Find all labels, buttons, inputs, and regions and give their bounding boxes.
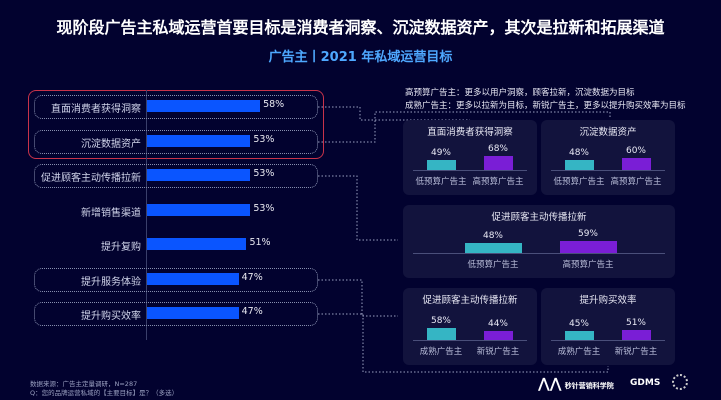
category-label: 新增销售渠道	[81, 207, 141, 219]
mini-bar-category: 高预算广告主	[562, 260, 614, 270]
footer: 数据来源：广告主定量调研，N=287 Q：您的品牌运营私域的【主要目标】是？（多…	[30, 380, 178, 398]
mini-bar	[621, 329, 651, 340]
mini-bar-category: 低预算广告主	[415, 177, 467, 187]
mini-bar	[483, 156, 513, 170]
mini-chart-panel: 促进顾客主动传播拉新 48% 低预算广告主 59% 高预算广告主	[403, 205, 675, 278]
baseline	[413, 253, 665, 254]
mini-bar-category: 高预算广告主	[472, 177, 524, 187]
highlight-box	[28, 90, 324, 159]
mini-chart-panel: 提升购买效率 45% 成熟广告主 51% 新锐广告主	[541, 288, 675, 365]
category-label: 提升服务体验	[81, 276, 141, 288]
mini-bar-category: 低预算广告主	[467, 260, 519, 270]
category-label: 直面消费者获得洞察	[51, 104, 141, 115]
baseline	[551, 170, 665, 171]
bar	[147, 134, 251, 147]
bar-row: 直面消费者获得洞察 58%	[0, 95, 721, 119]
bar-row: 提升购买效率 47%	[0, 302, 721, 326]
mini-bar-value: 51%	[625, 317, 646, 328]
bar-row: 沉淀数据资产 53%	[0, 130, 721, 154]
mini-bar-value: 44%	[487, 319, 508, 330]
bar-value-label: 58%	[263, 99, 285, 110]
mini-bar-value: 48%	[568, 148, 589, 159]
category-outline	[34, 267, 318, 292]
category-outline	[34, 302, 318, 326]
category-outline	[34, 164, 318, 188]
mini-chart-title: 促进顾客主动传播拉新	[422, 295, 518, 306]
bar	[147, 238, 247, 250]
category-outline	[34, 95, 318, 119]
mini-bar-value: 49%	[430, 148, 451, 159]
mini-bar-value: 59%	[577, 229, 598, 240]
mini-bar	[621, 158, 651, 170]
bar	[147, 272, 239, 285]
gdms-logo: GDMS	[630, 378, 661, 388]
mini-bar-value: 45%	[568, 319, 589, 329]
mini-bar-category: 新锐广告主	[614, 347, 658, 357]
mini-bar-value: 48%	[482, 231, 503, 242]
survey-question: Q：您的品牌运营私域的【主要目标】是？（多选）	[30, 389, 179, 397]
mini-bar-value: 68%	[487, 144, 508, 155]
chart-axis	[146, 90, 147, 340]
mini-bar	[564, 331, 594, 340]
bar	[147, 169, 251, 181]
mini-chart-title: 提升购买效率	[579, 295, 637, 306]
mini-chart-title: 促进顾客主动传播拉新	[491, 212, 587, 223]
mini-bar	[464, 243, 522, 253]
miaozhen-logo: ⋀⋀ 秒针营销科学院	[538, 376, 614, 392]
mini-chart-panel: 沉淀数据资产 48% 低预算广告主 60% 高预算广告主	[541, 120, 675, 195]
seal-logo	[672, 374, 688, 390]
baseline	[413, 340, 527, 341]
mini-bar	[564, 160, 594, 170]
bar-value-label: 53%	[253, 168, 275, 179]
mini-bar-category: 新锐广告主	[476, 347, 520, 357]
mini-bar	[559, 241, 617, 253]
note-high-budget: 高预算广告主：更多以用户洞察，顾客拉新，沉淀数据为目标	[405, 88, 635, 98]
mini-bar	[426, 328, 456, 340]
mini-chart-title: 沉淀数据资产	[579, 127, 637, 138]
bar-row: 提升复购 51%	[0, 233, 721, 257]
bar-value-label: 51%	[249, 237, 271, 248]
bar	[147, 203, 251, 216]
category-label: 沉淀数据资产	[81, 138, 141, 150]
mini-bar-value: 58%	[430, 316, 451, 327]
mini-bar-category: 高预算广告主	[610, 177, 662, 187]
category-label: 提升购买效率	[81, 311, 141, 322]
logo-icon: ⋀⋀	[538, 376, 562, 392]
mini-bar-category: 成熟广告主	[419, 347, 463, 357]
mini-bar	[426, 160, 456, 170]
category-label: 促进顾客主动传播拉新	[41, 173, 141, 184]
bar-value-label: 47%	[241, 271, 263, 283]
mini-chart-title: 直面消费者获得洞察	[427, 127, 513, 138]
bar-value-label: 47%	[241, 306, 263, 317]
mini-chart-panel: 直面消费者获得洞察 49% 低预算广告主 68% 高预算广告主	[403, 120, 537, 195]
mini-bar	[483, 331, 513, 340]
baseline	[413, 170, 527, 171]
mini-bar-value: 60%	[625, 146, 646, 156]
bar	[147, 100, 261, 112]
chart-subtitle: 广告主丨2021 年私域运营目标	[268, 50, 453, 65]
note-mature: 成熟广告主：更多以拉新为目标，新锐广告主，更多以提升购买效率为目标	[405, 101, 686, 111]
page-title: 现阶段广告主私域运营首要目标是消费者洞察、沉淀数据资产，其次是拉新和拓展渠道	[56, 18, 665, 37]
category-outline	[34, 129, 318, 154]
bar-value-label: 53%	[253, 202, 275, 214]
bar-row: 促进顾客主动传播拉新 53%	[0, 164, 721, 188]
mini-bar-category: 成熟广告主	[557, 347, 601, 357]
mini-bar-category: 低预算广告主	[553, 177, 605, 187]
bar-value-label: 53%	[253, 133, 275, 145]
mini-chart-panel: 促进顾客主动传播拉新 58% 成熟广告主 44% 新锐广告主	[403, 288, 537, 365]
bar-row: 新增销售渠道 53%	[0, 199, 721, 223]
data-source: 数据来源：广告主定量调研，N=287	[30, 380, 138, 388]
category-label: 提升复购	[101, 242, 141, 253]
baseline	[551, 340, 665, 341]
bar-row: 提升服务体验 47%	[0, 268, 721, 292]
bar	[147, 307, 239, 319]
